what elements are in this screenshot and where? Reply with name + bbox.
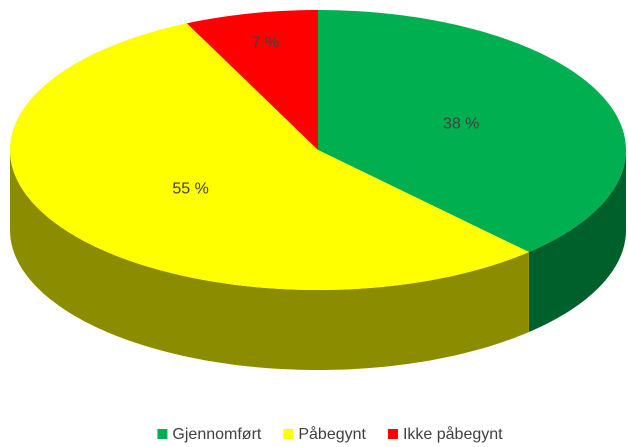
legend-swatch <box>283 429 294 439</box>
data-label: 7 % <box>252 35 280 52</box>
pie-side-shade <box>10 150 529 370</box>
pie-slice <box>10 23 529 290</box>
pie-slice <box>318 10 626 253</box>
pie-side-shade <box>528 150 626 333</box>
legend-swatch <box>157 429 168 439</box>
pie-slice <box>186 10 318 150</box>
legend: Gjennomført Påbegynt Ikke påbegynt <box>157 425 503 443</box>
legend-label: Påbegynt <box>298 425 366 443</box>
pie-side <box>10 150 529 370</box>
data-label: 55 % <box>172 181 208 198</box>
pie-side <box>528 150 626 333</box>
legend-swatch <box>387 429 398 439</box>
data-label: 38 % <box>443 115 479 132</box>
legend-label: Gjennomført <box>172 426 261 443</box>
legend-label: Ikke påbegynt <box>403 425 503 443</box>
